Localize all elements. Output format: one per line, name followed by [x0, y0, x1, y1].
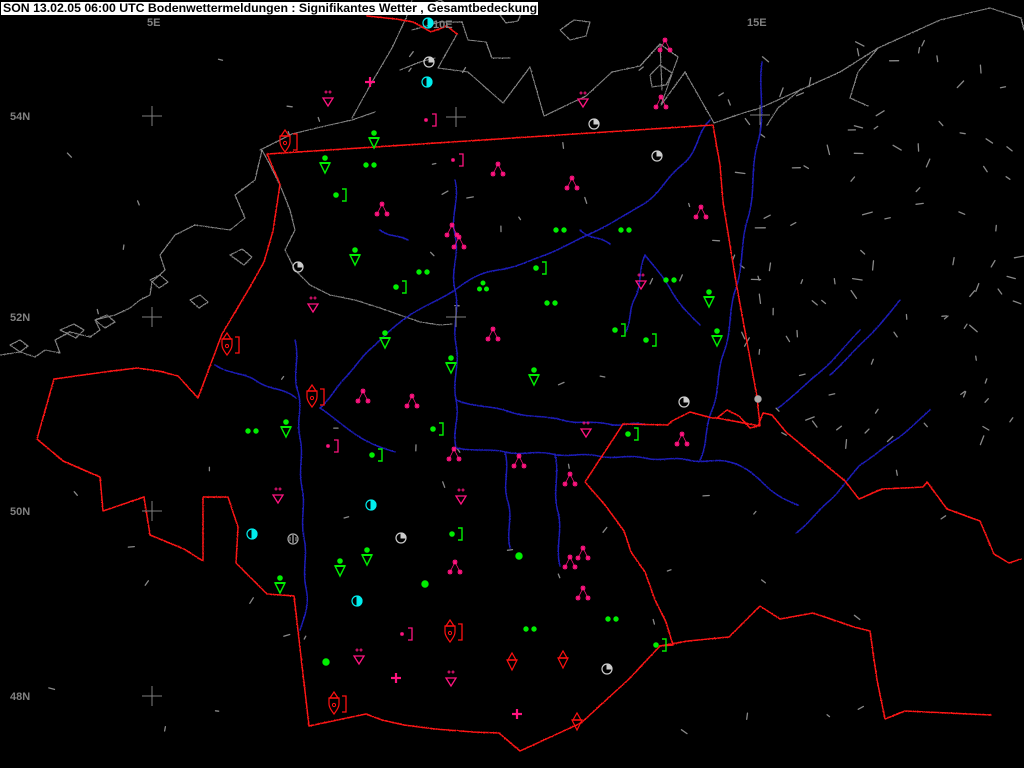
svg-text:15E: 15E [747, 17, 767, 29]
svg-text:54N: 54N [10, 111, 30, 123]
svg-text:10E: 10E [433, 19, 453, 31]
svg-text:50N: 50N [10, 506, 30, 518]
svg-text:52N: 52N [10, 312, 30, 324]
svg-text:5E: 5E [147, 17, 160, 29]
svg-text:48N: 48N [10, 691, 30, 703]
